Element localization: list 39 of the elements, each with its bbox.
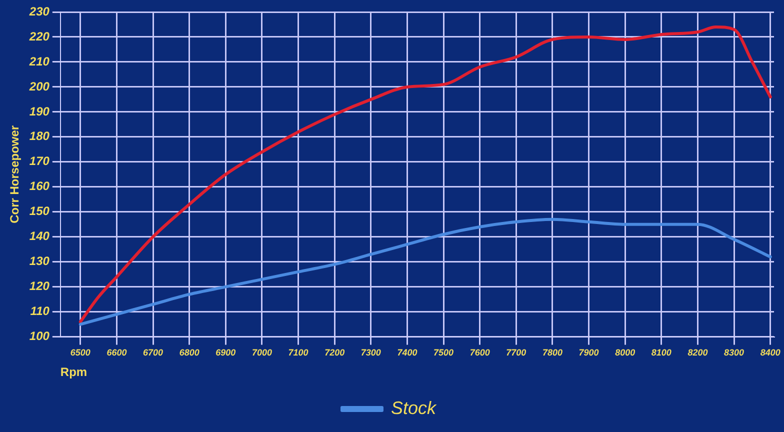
y-tick-label: 110 — [30, 304, 50, 318]
x-tick-label: 6600 — [106, 348, 127, 358]
x-tick-label: 7400 — [397, 348, 418, 358]
y-tick-label: 170 — [29, 154, 50, 168]
x-tick-label: 7500 — [434, 348, 454, 358]
x-tick-label: 8400 — [760, 348, 780, 358]
x-tick-label: 7100 — [288, 348, 308, 358]
x-tick-label: 6900 — [216, 348, 236, 358]
x-tick-label: 7600 — [470, 348, 490, 358]
x-tick-label: 7700 — [506, 348, 526, 358]
x-tick-label: 7300 — [360, 348, 381, 358]
x-tick-label: 6500 — [70, 348, 90, 358]
y-tick-label: 160 — [29, 179, 50, 194]
x-axis-title: Rpm — [60, 365, 88, 380]
y-tick-label: 190 — [29, 104, 50, 118]
line-series — [78, 218, 772, 326]
y-tick-label: 150 — [29, 204, 50, 218]
y-tick-label: 100 — [29, 329, 50, 344]
y-tick-label: 230 — [28, 4, 50, 18]
y-tick-label: 130 — [29, 254, 50, 268]
x-tick-label: 8200 — [688, 348, 708, 358]
y-tick-label: 180 — [29, 129, 50, 144]
x-tick-label: 7200 — [324, 348, 345, 358]
x-tick-label: 8100 — [651, 348, 672, 358]
y-tick-label: 120 — [29, 279, 50, 294]
x-tick-label: 6700 — [143, 348, 164, 358]
y-tick-label: 140 — [29, 229, 50, 244]
x-tick-label: 8000 — [615, 348, 636, 358]
y-tick-label: 200 — [28, 79, 50, 94]
x-tick-label: 7900 — [578, 348, 599, 358]
legend-label: Stock — [390, 398, 438, 418]
x-tick-label: 8300 — [724, 348, 744, 358]
x-tick-label: 7000 — [252, 348, 272, 358]
y-tick-label: 210 — [28, 54, 50, 68]
x-tick-label: 7800 — [542, 348, 562, 358]
line-series — [78, 25, 772, 324]
y-tick-label: 220 — [28, 29, 50, 44]
y-axis-title: Corr Horsepower — [8, 125, 22, 224]
x-tick-label: 6800 — [179, 348, 200, 358]
